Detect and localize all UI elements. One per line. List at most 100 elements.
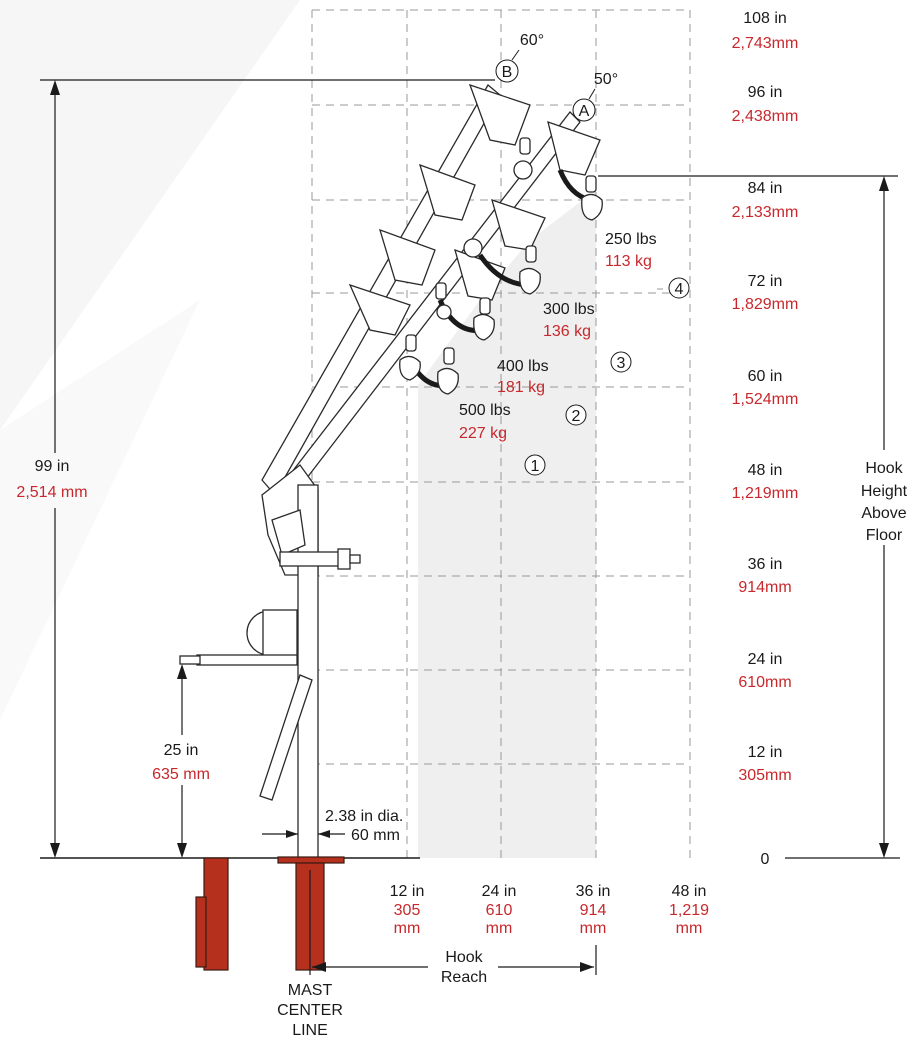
svg-text:2.38 in dia.: 2.38 in dia. — [325, 808, 403, 825]
height-label-mm: 610mm — [738, 674, 791, 691]
working-zone — [418, 190, 596, 858]
boom-a-angle: 50° — [594, 71, 618, 88]
overall-height-dimension — [40, 79, 495, 858]
load-label: 500 lbs — [459, 402, 511, 419]
background-facet — [0, 0, 300, 430]
background-facet — [0, 300, 200, 720]
height-label: 84 in — [748, 180, 783, 197]
svg-text:Above: Above — [861, 505, 906, 522]
zone-2-marker — [565, 404, 587, 426]
reach-label-mm: 914 — [580, 902, 607, 919]
handle-height-label: 25 in 635 mm — [152, 742, 210, 783]
hook-300 — [477, 245, 541, 295]
height-zero-label: 0 — [761, 851, 770, 868]
height-label-mm: 914mm — [738, 579, 791, 596]
zone-3-marker — [610, 351, 632, 373]
winch-handle — [196, 654, 298, 666]
hook-reach-dimension — [312, 945, 597, 975]
load-label: 250 lbs — [605, 231, 657, 248]
mast-diameter-label: 2.38 in dia. 60 mm — [325, 808, 403, 844]
crane-drawing — [179, 83, 603, 971]
hook-mid — [435, 137, 533, 320]
reach-label-mm: 305 — [394, 902, 421, 919]
svg-text:Height: Height — [861, 483, 908, 500]
brace-leg — [259, 674, 313, 801]
load-label-kg: 113 kg — [605, 253, 652, 270]
mast-center-label: MAST CENTER LINE — [277, 982, 343, 1039]
height-label: 96 in — [748, 84, 783, 101]
reach-label-mm-unit: mm — [394, 920, 421, 937]
boom-a-letter: A — [579, 103, 590, 120]
svg-text:2,514 mm: 2,514 mm — [16, 484, 87, 501]
height-label-mm: 2,438mm — [732, 108, 799, 125]
height-label-mm: 2,133mm — [732, 204, 799, 221]
reach-label-mm-unit: mm — [580, 920, 607, 937]
jack-knob — [337, 548, 351, 570]
svg-text:99 in: 99 in — [35, 458, 70, 475]
height-label: 36 in — [748, 556, 783, 573]
reach-label: 12 in — [390, 883, 425, 900]
svg-text:Floor: Floor — [866, 527, 903, 544]
height-label: 72 in — [748, 273, 783, 290]
handle-height-dimension — [177, 664, 187, 858]
zone-2-number: 2 — [572, 408, 581, 425]
mast-diameter-dimension — [262, 830, 345, 838]
jack-handle — [279, 551, 341, 567]
boom-b-angle: 60° — [520, 32, 544, 49]
svg-text:Hook: Hook — [865, 460, 903, 477]
svg-text:Reach: Reach — [441, 969, 487, 986]
load-labels: 250 lbs 113 kg 300 lbs 136 kg 400 lbs 18… — [459, 231, 657, 442]
load-label: 300 lbs — [543, 301, 595, 318]
height-label: 48 in — [748, 462, 783, 479]
reach-scale: 12 in 305 mm 24 in 610 mm 36 in 914 mm 4… — [390, 883, 709, 937]
hook-reach-label: Hook Reach — [441, 949, 487, 986]
svg-text:60 mm: 60 mm — [351, 827, 400, 844]
height-label: 24 in — [748, 651, 783, 668]
load-label-kg: 136 kg — [543, 323, 591, 340]
reach-label-mm-unit: mm — [486, 920, 513, 937]
svg-text:25 in: 25 in — [164, 742, 199, 759]
load-label: 400 lbs — [497, 358, 549, 375]
height-label: 60 in — [748, 368, 783, 385]
zone-1-number: 1 — [531, 458, 540, 475]
jack-knob-end — [349, 554, 361, 564]
winch-housing — [262, 609, 298, 657]
reach-label-mm: 1,219 — [669, 902, 709, 919]
zone-3-number: 3 — [617, 355, 626, 372]
hook-500 — [399, 334, 459, 395]
height-label-mm: 305mm — [738, 767, 791, 784]
boom-segment — [348, 283, 411, 336]
zone-4-number: 4 — [675, 281, 684, 298]
load-label-kg: 227 kg — [459, 425, 507, 442]
svg-text:LINE: LINE — [292, 1022, 328, 1039]
boom-segment — [379, 228, 436, 286]
hook-height-dimension — [598, 175, 900, 859]
height-label-mm: 1,219mm — [732, 485, 799, 502]
zone-markers: 4 3 2 1 — [524, 277, 690, 476]
boom-b-marker — [495, 59, 519, 83]
boom-position-markers: B 60° A 50° — [495, 32, 618, 122]
svg-text:CENTER: CENTER — [277, 1002, 343, 1019]
floor-socket-left-plate — [195, 896, 207, 968]
height-scale: 108 in 2,743mm 96 in 2,438mm 84 in 2,133… — [732, 10, 799, 868]
winch-handle-grip — [179, 655, 201, 665]
boom-segment — [547, 120, 601, 176]
height-label-mm: 2,743mm — [732, 35, 799, 52]
reach-label-mm-unit: mm — [676, 920, 703, 937]
load-label-kg: 181 kg — [497, 379, 545, 396]
height-label-mm: 1,524mm — [732, 391, 799, 408]
svg-text:MAST: MAST — [288, 982, 333, 999]
overall-height-label: 99 in 2,514 mm — [16, 458, 87, 501]
mast-socket-flange — [277, 856, 345, 864]
height-label: 108 in — [743, 10, 787, 27]
floor-socket-left — [203, 857, 229, 971]
reach-label-mm: 610 — [486, 902, 513, 919]
boom-segment — [468, 83, 531, 146]
height-label-mm: 1,829mm — [732, 296, 799, 313]
boom-segment — [419, 163, 476, 221]
boom-b-letter: B — [502, 64, 513, 81]
reach-label: 24 in — [482, 883, 517, 900]
hook-250 — [557, 169, 603, 221]
zone-4-marker — [668, 277, 690, 299]
